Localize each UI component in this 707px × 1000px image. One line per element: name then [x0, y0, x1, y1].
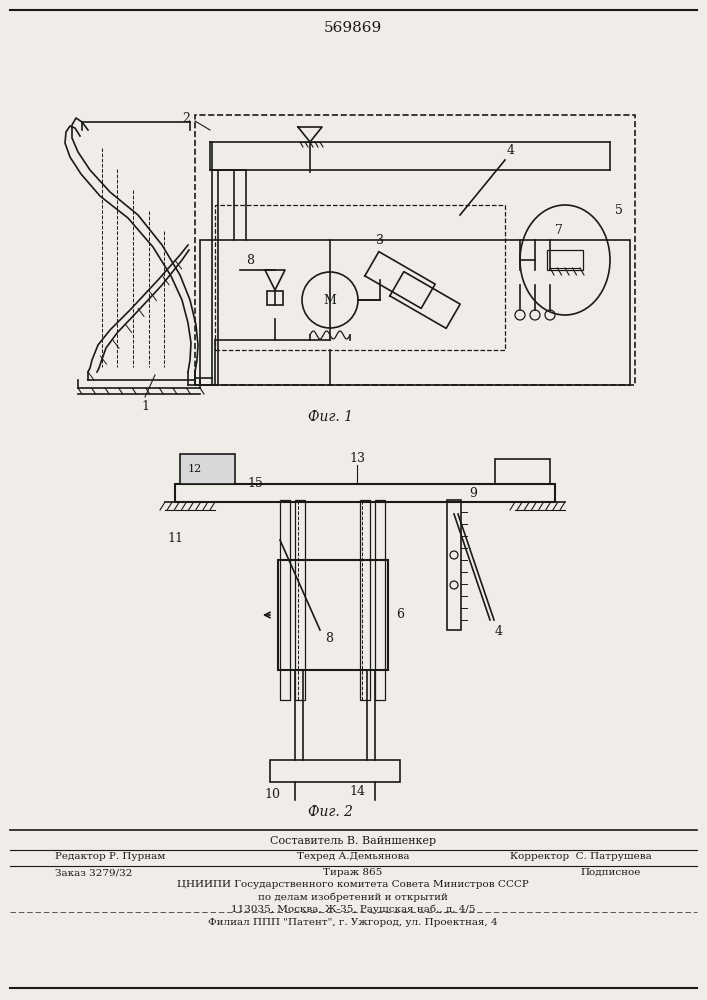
Text: 10: 10: [264, 788, 280, 802]
Text: Филиал ППП "Патент", г. Ужгород, ул. Проектная, 4: Филиал ППП "Патент", г. Ужгород, ул. Про…: [208, 918, 498, 927]
Text: 6: 6: [396, 608, 404, 621]
Text: 4: 4: [495, 625, 503, 638]
Text: 14: 14: [349, 785, 365, 798]
Text: Составитель В. Вайншенкер: Составитель В. Вайншенкер: [270, 836, 436, 846]
Text: 4: 4: [507, 144, 515, 157]
Text: 1: 1: [141, 400, 149, 413]
Bar: [447, 500, 461, 630]
Text: 2: 2: [182, 111, 190, 124]
Text: 15: 15: [247, 477, 263, 490]
Bar: [547, 250, 583, 270]
Bar: [360, 500, 370, 700]
Text: Фиг. 1: Фиг. 1: [308, 410, 353, 424]
Text: 8: 8: [246, 253, 254, 266]
Text: Редактор Р. Пурнам: Редактор Р. Пурнам: [55, 852, 165, 861]
Text: Фиг. 2: Фиг. 2: [308, 805, 353, 819]
Text: 3: 3: [376, 233, 384, 246]
Text: 7: 7: [555, 224, 563, 236]
Bar: [270, 760, 400, 782]
Text: M: M: [324, 294, 337, 306]
Text: 113035, Москва, Ж-35, Раушская наб., д. 4/5: 113035, Москва, Ж-35, Раушская наб., д. …: [230, 904, 475, 914]
Bar: [295, 500, 305, 700]
Text: Корректор  С. Патрушева: Корректор С. Патрушева: [510, 852, 652, 861]
Bar: [280, 500, 290, 700]
Bar: [375, 500, 385, 700]
Text: Подписное: Подписное: [580, 868, 641, 877]
Text: 9: 9: [469, 487, 477, 500]
Text: Тираж 865: Тираж 865: [323, 868, 382, 877]
Text: 8: 8: [325, 632, 333, 645]
Bar: [495, 459, 550, 484]
Bar: [267, 291, 283, 305]
Bar: [278, 560, 388, 670]
Text: 13: 13: [349, 452, 365, 465]
Text: ЦНИИПИ Государственного комитета Совета Министров СССР: ЦНИИПИ Государственного комитета Совета …: [177, 880, 529, 889]
Text: 5: 5: [615, 204, 623, 217]
Bar: [180, 454, 235, 484]
Text: Заказ 3279/32: Заказ 3279/32: [55, 868, 132, 877]
Text: 569869: 569869: [324, 21, 382, 35]
Bar: [175, 484, 555, 502]
Bar: [195, 115, 635, 385]
Text: по делам изобретений и открытий: по делам изобретений и открытий: [258, 892, 448, 902]
Text: 11: 11: [167, 532, 183, 545]
Bar: [200, 240, 630, 385]
Bar: [215, 205, 505, 350]
Text: 12: 12: [188, 464, 202, 474]
Text: Техред А.Демьянова: Техред А.Демьянова: [297, 852, 409, 861]
